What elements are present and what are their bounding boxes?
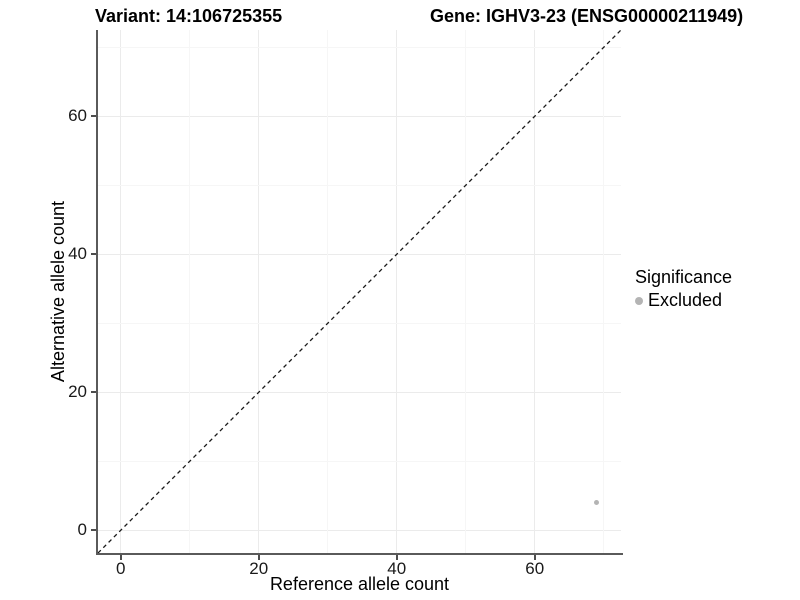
x-tick-40 [395,555,398,560]
major-gridline-x-0 [120,30,122,553]
x-axis-label: Reference allele count [269,574,450,594]
x-tick-20 [257,555,260,560]
x-tick-label-20: 20 [249,559,269,578]
legend-item-excluded: Excluded [635,290,732,311]
legend-title: Significance [635,267,733,287]
major-gridline-y-60 [98,115,621,117]
major-gridline-x-60 [534,30,536,553]
variant-title: Variant: 14:106725355 [95,6,283,26]
y-tick-40 [91,253,96,256]
gene-title: Gene: IGHV3-23 (ENSG00000211949) [430,6,744,26]
minor-gridline-x-10 [189,30,191,553]
x-tick-label-0: 0 [116,559,126,578]
plot-panel [98,30,621,553]
y-tick-label-60: 60 [68,106,87,126]
minor-gridline-y-70 [98,46,621,48]
legend: Significance Excluded [635,267,732,311]
x-tick-label-40: 40 [387,559,407,578]
major-gridline-y-0 [98,529,621,531]
y-tick-label-20: 20 [68,382,87,402]
major-gridline-y-40 [98,253,621,255]
minor-gridline-y-30 [98,322,621,324]
minor-gridline-y-50 [98,184,621,186]
x-axis-line [96,553,623,555]
y-axis-line [96,30,98,555]
x-tick-0 [119,555,122,560]
major-gridline-x-20 [258,30,260,553]
x-tick-label-60: 60 [525,559,545,578]
y-axis-label: Alternative allele count [48,200,68,383]
minor-gridline-x-30 [327,30,329,553]
y-tick-label-0: 0 [77,520,87,540]
legend-item-label: Excluded [648,290,723,310]
major-gridline-y-20 [98,391,621,393]
y-tick-0 [91,529,96,532]
y-tick-60 [91,115,96,118]
minor-gridline-x-50 [465,30,467,553]
minor-gridline-x-70 [603,30,605,553]
major-gridline-x-40 [396,30,398,553]
data-point-0 [594,500,600,506]
minor-gridline-y-10 [98,460,621,462]
identity-line [98,30,621,553]
legend-point-icon [635,296,643,305]
y-tick-20 [91,391,96,394]
x-tick-60 [533,555,536,560]
y-tick-label-40: 40 [68,244,87,264]
